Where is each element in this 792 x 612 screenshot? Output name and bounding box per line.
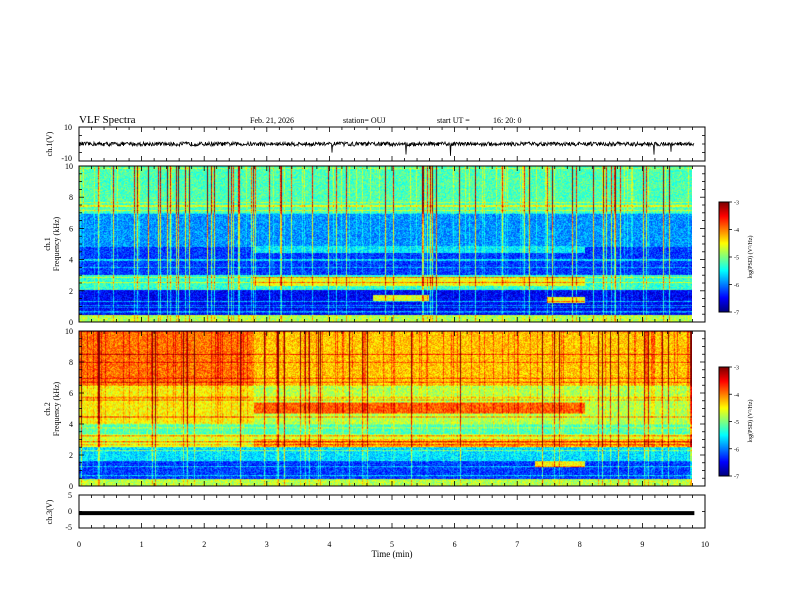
ch2-spectrogram-image: [79, 331, 692, 486]
colorbar-tick-label: -4: [734, 228, 739, 234]
ch1-spectrogram-image: [79, 166, 692, 322]
ch1-colorbar-image: [719, 202, 729, 312]
ch3-ytick-top: 5: [68, 491, 72, 500]
colorbar-tick-label: -4: [734, 393, 739, 399]
frequency-tick-label: 0: [69, 482, 73, 491]
time-tick-label: 10: [701, 540, 709, 549]
time-tick-label: 8: [578, 540, 582, 549]
frequency-tick-label: 2: [69, 287, 73, 296]
ch2-colorbar-image: [719, 367, 729, 476]
ch1-spectrogram-channel: ch.1: [43, 237, 52, 251]
ch2-spectrogram-ylabel: Frequency (kHz): [52, 381, 61, 436]
ch1-ytick-top: 10: [64, 123, 72, 132]
time-tick-label: 3: [265, 540, 269, 549]
ch2-spectrogram-channel: ch.2: [43, 402, 52, 416]
ch1-colorbar-ticks: -3 -4 -5 -6 -7: [729, 201, 739, 317]
colorbar-tick-label: -7: [734, 475, 739, 481]
date-label: Feb. 21, 2026: [250, 116, 294, 125]
frequency-tick-label: 6: [69, 224, 73, 233]
time-tick-label: 7: [515, 540, 519, 549]
frequency-tick-label: 0: [69, 318, 73, 327]
time-tick-label: 4: [327, 540, 331, 549]
ch3-panel: 5 0 -5 ch.3(V): [45, 491, 706, 532]
ch1-spectrogram-panel: 10 8 6 4 2 0 ch.1 Frequency (kHz): [43, 162, 706, 327]
frequency-tick-label: 8: [69, 193, 73, 202]
time-axis-label: Time (min): [372, 549, 413, 559]
ch2-colorbar-ticks: -3 -4 -5 -6 -7: [729, 366, 739, 481]
ch3-ylabel: ch.3(V): [45, 499, 54, 524]
ch2-spectrogram-panel: 10 8 6 4 2 0 ch.2 Frequency (kHz): [43, 327, 706, 491]
start-label: start UT =: [437, 116, 470, 125]
colorbar-tick-label: -6: [734, 283, 739, 289]
start-time-label: 16: 20: 0: [493, 116, 521, 125]
time-tick-label: 6: [453, 540, 457, 549]
figure-title: VLF Spectra: [79, 114, 136, 126]
ch1-spectrogram-ylabel: Frequency (kHz): [52, 216, 61, 271]
frequency-tick-label: 8: [69, 358, 73, 367]
time-tick-label: 9: [640, 540, 644, 549]
ch1-ylabel: ch.1(V): [45, 131, 54, 156]
ch2-frequency-ticks: 10 8 6 4 2 0: [65, 327, 705, 491]
ch1-panel: 10 -10 ch.1(V): [45, 123, 706, 163]
ch1-ytick-bottom: -10: [61, 154, 72, 163]
colorbar-tick-label: -3: [734, 201, 739, 207]
ch1-frequency-ticks: 10 8 6 4 2 0: [65, 162, 705, 327]
colorbar-tick-label: -5: [734, 420, 739, 426]
colorbar-tick-label: -3: [734, 366, 739, 372]
colorbar-tick-label: -7: [734, 311, 739, 317]
time-tick-label: 2: [202, 540, 206, 549]
ch1-colorbar: -3 -4 -5 -6 -7 log(PSD) (V²/Hz): [718, 201, 754, 317]
frequency-tick-label: 2: [69, 451, 73, 460]
ch3-ytick-bottom: -5: [65, 523, 72, 532]
ch2-colorbar: -3 -4 -5 -6 -7 log(PSD) (V²/Hz): [718, 366, 754, 481]
ch1-trace: [78, 140, 695, 156]
frequency-tick-label: 4: [69, 420, 73, 429]
time-tick-label: 5: [390, 540, 394, 549]
time-ticks: [78, 126, 706, 529]
time-tick-label: 0: [77, 540, 81, 549]
ch2-colorbar-label: log(PSD) (V²/Hz): [747, 400, 754, 443]
colorbar-tick-label: -6: [734, 447, 739, 453]
time-tick-label: 1: [140, 540, 144, 549]
colorbar-tick-label: -5: [734, 256, 739, 262]
station-label: station= OUJ: [343, 116, 386, 125]
frequency-tick-label: 4: [69, 256, 73, 265]
frequency-tick-label: 10: [65, 162, 73, 171]
frequency-tick-label: 10: [65, 327, 73, 336]
ch1-colorbar-label: log(PSD) (V²/Hz): [747, 236, 754, 279]
time-tick-labels: 0 1 2 3 4 5 6 7 8 9 10: [77, 540, 709, 549]
frequency-tick-label: 6: [69, 389, 73, 398]
ch3-ytick-mid: 0: [68, 507, 72, 516]
